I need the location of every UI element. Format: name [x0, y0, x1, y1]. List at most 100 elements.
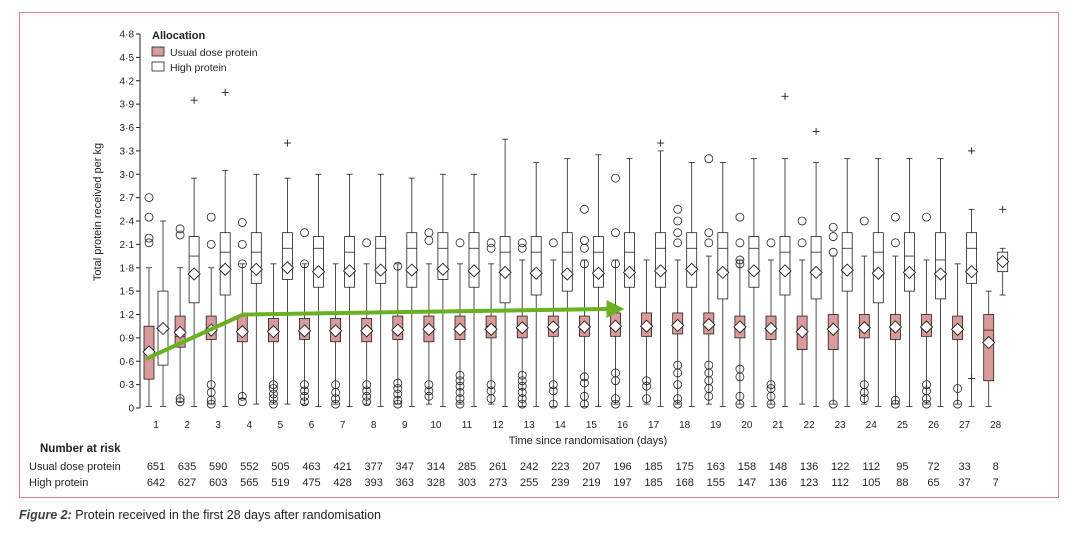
x-tick-label: 20: [741, 420, 753, 431]
outlier-circle: [673, 380, 683, 390]
risk-value: 239: [551, 477, 569, 489]
risk-value: 565: [240, 477, 258, 489]
box-high: [498, 138, 512, 407]
outlier-circle: [517, 243, 527, 253]
mean-diamond: [156, 321, 170, 336]
box-usual: [733, 212, 747, 409]
mean-diamond: [716, 265, 730, 280]
mean-diamond: [187, 267, 201, 281]
risk-value: 185: [644, 477, 662, 489]
risk-value: 428: [333, 477, 351, 489]
outlier-circle: [268, 399, 278, 409]
mean-diamond: [888, 320, 903, 334]
outlier-circle: [237, 239, 247, 249]
risk-value: 303: [458, 477, 476, 489]
risk-value: 285: [458, 461, 476, 473]
y-tick-label: 0·3: [120, 380, 135, 391]
y-tick-label: 0·9: [120, 333, 135, 344]
outlier-circle: [797, 238, 807, 248]
arrow-line: [145, 307, 607, 361]
outlier-circle: [797, 216, 807, 226]
mean-diamond: [653, 264, 668, 278]
y-tick-label: 4·2: [120, 76, 135, 87]
outlier-circle: [517, 388, 527, 397]
x-tick-label: 27: [959, 420, 971, 431]
risk-value: 261: [489, 461, 507, 473]
outlier-circle: [642, 394, 651, 404]
outlier-circle: [828, 399, 838, 409]
box-body: [904, 232, 915, 292]
mean-diamond: [529, 266, 543, 280]
box-high: [964, 147, 979, 407]
legend: Allocation Usual dose protein High prote…: [151, 30, 258, 74]
risk-value: 147: [738, 477, 756, 489]
box-high: [218, 88, 232, 407]
outlier-circle: [580, 204, 589, 214]
mean-diamond: [405, 263, 419, 277]
x-tick-label: 5: [278, 420, 284, 431]
box-high: [529, 162, 543, 407]
outlier-circle: [828, 247, 838, 257]
x-tick-label: 13: [524, 420, 536, 431]
mean-diamond: [467, 264, 481, 278]
risk-value: 33: [958, 461, 970, 473]
outlier-circle: [517, 376, 527, 386]
risk-value: 207: [582, 461, 600, 473]
outlier-circle: [393, 399, 403, 409]
risk-value: 123: [800, 477, 818, 489]
outlier-circle: [237, 391, 247, 401]
outlier-circle: [144, 193, 154, 203]
x-tick-label: 19: [710, 420, 722, 431]
outlier-circle: [735, 399, 745, 409]
mean-diamond: [235, 325, 249, 339]
outlier-circle: [735, 212, 745, 222]
figure-caption-text: Protein received in the first 28 days af…: [71, 508, 381, 522]
x-tick-label: 25: [897, 420, 909, 431]
outlier-circle: [455, 388, 465, 397]
outlier-circle: [580, 236, 589, 245]
risk-value: 158: [738, 461, 756, 473]
outlier-circle: [362, 391, 372, 401]
box-usual: [173, 224, 187, 407]
outlier-circle: [362, 380, 372, 390]
outlier-circle: [859, 388, 869, 397]
y-tick-label: 1·5: [120, 287, 135, 298]
risk-value: 112: [863, 461, 881, 473]
outlier-circle: [300, 397, 309, 407]
x-tick-label: 3: [215, 420, 221, 431]
risk-value: 635: [178, 461, 196, 473]
box-usual: [577, 204, 592, 409]
box-usual: [795, 216, 809, 405]
outlier-plus: [812, 127, 820, 135]
box-body: [686, 232, 698, 288]
outlier-circle: [673, 204, 683, 214]
outlier-plus: [968, 147, 976, 155]
box-body: [841, 232, 853, 292]
x-tick-label: 2: [184, 420, 190, 431]
outlier-circle: [300, 380, 309, 390]
risk-row-label-high: High protein: [29, 477, 88, 489]
y-tick-label: 0·6: [120, 357, 135, 368]
outlier-circle: [393, 378, 403, 388]
risk-value: 219: [582, 477, 600, 489]
mean-diamond: [809, 265, 823, 280]
outlier-circle: [268, 389, 278, 399]
outlier-circle: [331, 388, 341, 397]
risk-value: 393: [365, 477, 383, 489]
y-tick-label: 0: [128, 404, 134, 415]
mean-diamond: [297, 324, 312, 338]
outlier-circle: [611, 259, 620, 269]
risk-value: 136: [769, 477, 787, 489]
mean-diamond: [919, 320, 934, 334]
mean-diamond: [484, 322, 498, 336]
outlier-circle: [424, 228, 434, 238]
box-usual: [515, 238, 529, 409]
risk-value: 163: [707, 461, 725, 473]
outlier-circle: [331, 394, 341, 404]
box-usual: [235, 218, 249, 407]
y-tick-label: 2·4: [120, 217, 135, 228]
outlier-circle: [548, 386, 558, 396]
mean-diamond: [702, 317, 716, 332]
box-usual: [639, 259, 654, 405]
outlier-circle: [362, 386, 372, 396]
